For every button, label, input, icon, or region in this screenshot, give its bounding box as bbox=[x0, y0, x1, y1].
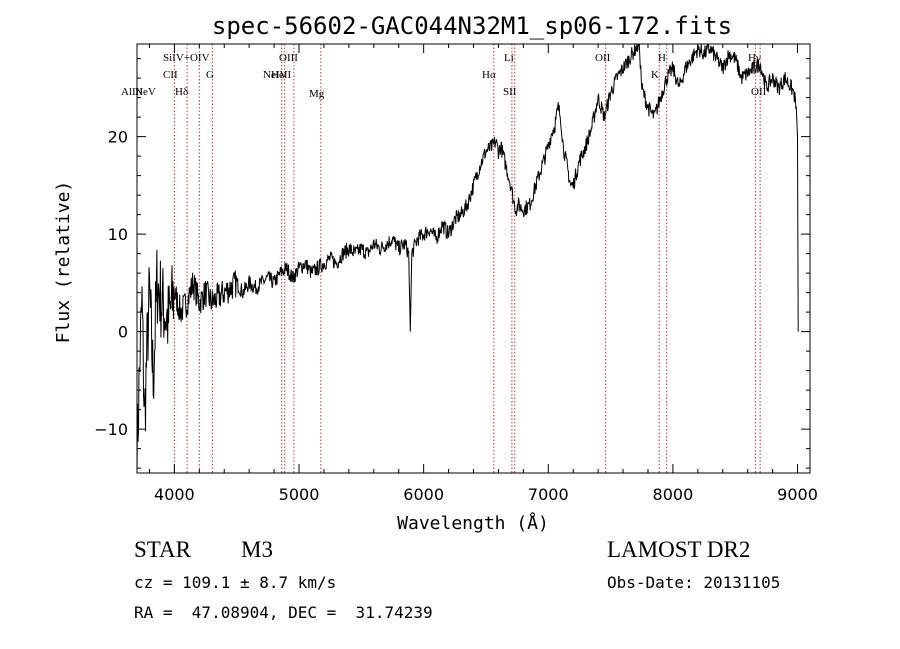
x-tick-label: 7000 bbox=[528, 485, 569, 504]
line-label-0: AlIII bbox=[121, 86, 143, 98]
line-label-6: OIII bbox=[279, 52, 298, 64]
line-label-2: SiIV+OIV bbox=[163, 52, 210, 64]
line-label-13: OII bbox=[595, 52, 611, 64]
line-label-1: NeV bbox=[135, 86, 156, 98]
line-label-9: Mg bbox=[309, 88, 325, 100]
y-tick-label: 0 bbox=[118, 323, 128, 342]
y-tick-label: −10 bbox=[94, 420, 128, 439]
chart-title: spec-56602-GAC044N32M1_sp06-172.fits bbox=[212, 12, 732, 40]
y-axis-label: Flux (relative) bbox=[53, 181, 74, 344]
line-label-5: Hδ bbox=[175, 86, 188, 98]
redshift-velocity: cz = 109.1 ± 8.7 km/s bbox=[134, 573, 337, 592]
line-label-17: OII bbox=[751, 86, 767, 98]
x-tick-label: 4000 bbox=[154, 485, 195, 504]
x-tick-label: 8000 bbox=[653, 485, 694, 504]
line-label-8: HeII bbox=[271, 69, 291, 81]
y-axis-ticks: −10 0 10 20 bbox=[94, 58, 810, 469]
spectral-line-markers bbox=[173, 44, 761, 473]
x-tick-label: 5000 bbox=[279, 485, 320, 504]
survey-name: LAMOST DR2 bbox=[607, 537, 751, 562]
line-label-14: H bbox=[658, 52, 666, 64]
line-label-7: NeIV bbox=[263, 69, 287, 81]
line-label-4: G bbox=[206, 69, 214, 81]
plot-frame bbox=[136, 43, 811, 474]
x-tick-label: 6000 bbox=[403, 485, 444, 504]
line-label-12: SII bbox=[503, 86, 517, 98]
x-tick-label: 9000 bbox=[777, 485, 818, 504]
y-tick-label: 10 bbox=[108, 225, 128, 244]
line-label-11: Li bbox=[504, 52, 514, 64]
spectrum-line bbox=[136, 43, 799, 474]
observation-date: Obs-Date: 20131105 bbox=[607, 573, 781, 592]
line-label-3: CII bbox=[163, 69, 178, 81]
x-axis-ticks: 4000 5000 6000 7000 8000 9000 bbox=[148, 44, 818, 504]
ra-dec-coordinates: RA = 47.08904, DEC = 31.74239 bbox=[134, 603, 433, 622]
line-label-10: Hα bbox=[482, 69, 496, 81]
spectrum-chart: spec-56602-GAC044N32M1_sp06-172.fits AlI… bbox=[53, 12, 818, 534]
line-label-15: K bbox=[651, 69, 659, 81]
y-tick-label: 20 bbox=[108, 128, 128, 147]
object-subclass: M3 bbox=[241, 537, 273, 562]
object-type: STAR bbox=[134, 537, 191, 562]
x-axis-label: Wavelength (Å) bbox=[397, 512, 549, 534]
